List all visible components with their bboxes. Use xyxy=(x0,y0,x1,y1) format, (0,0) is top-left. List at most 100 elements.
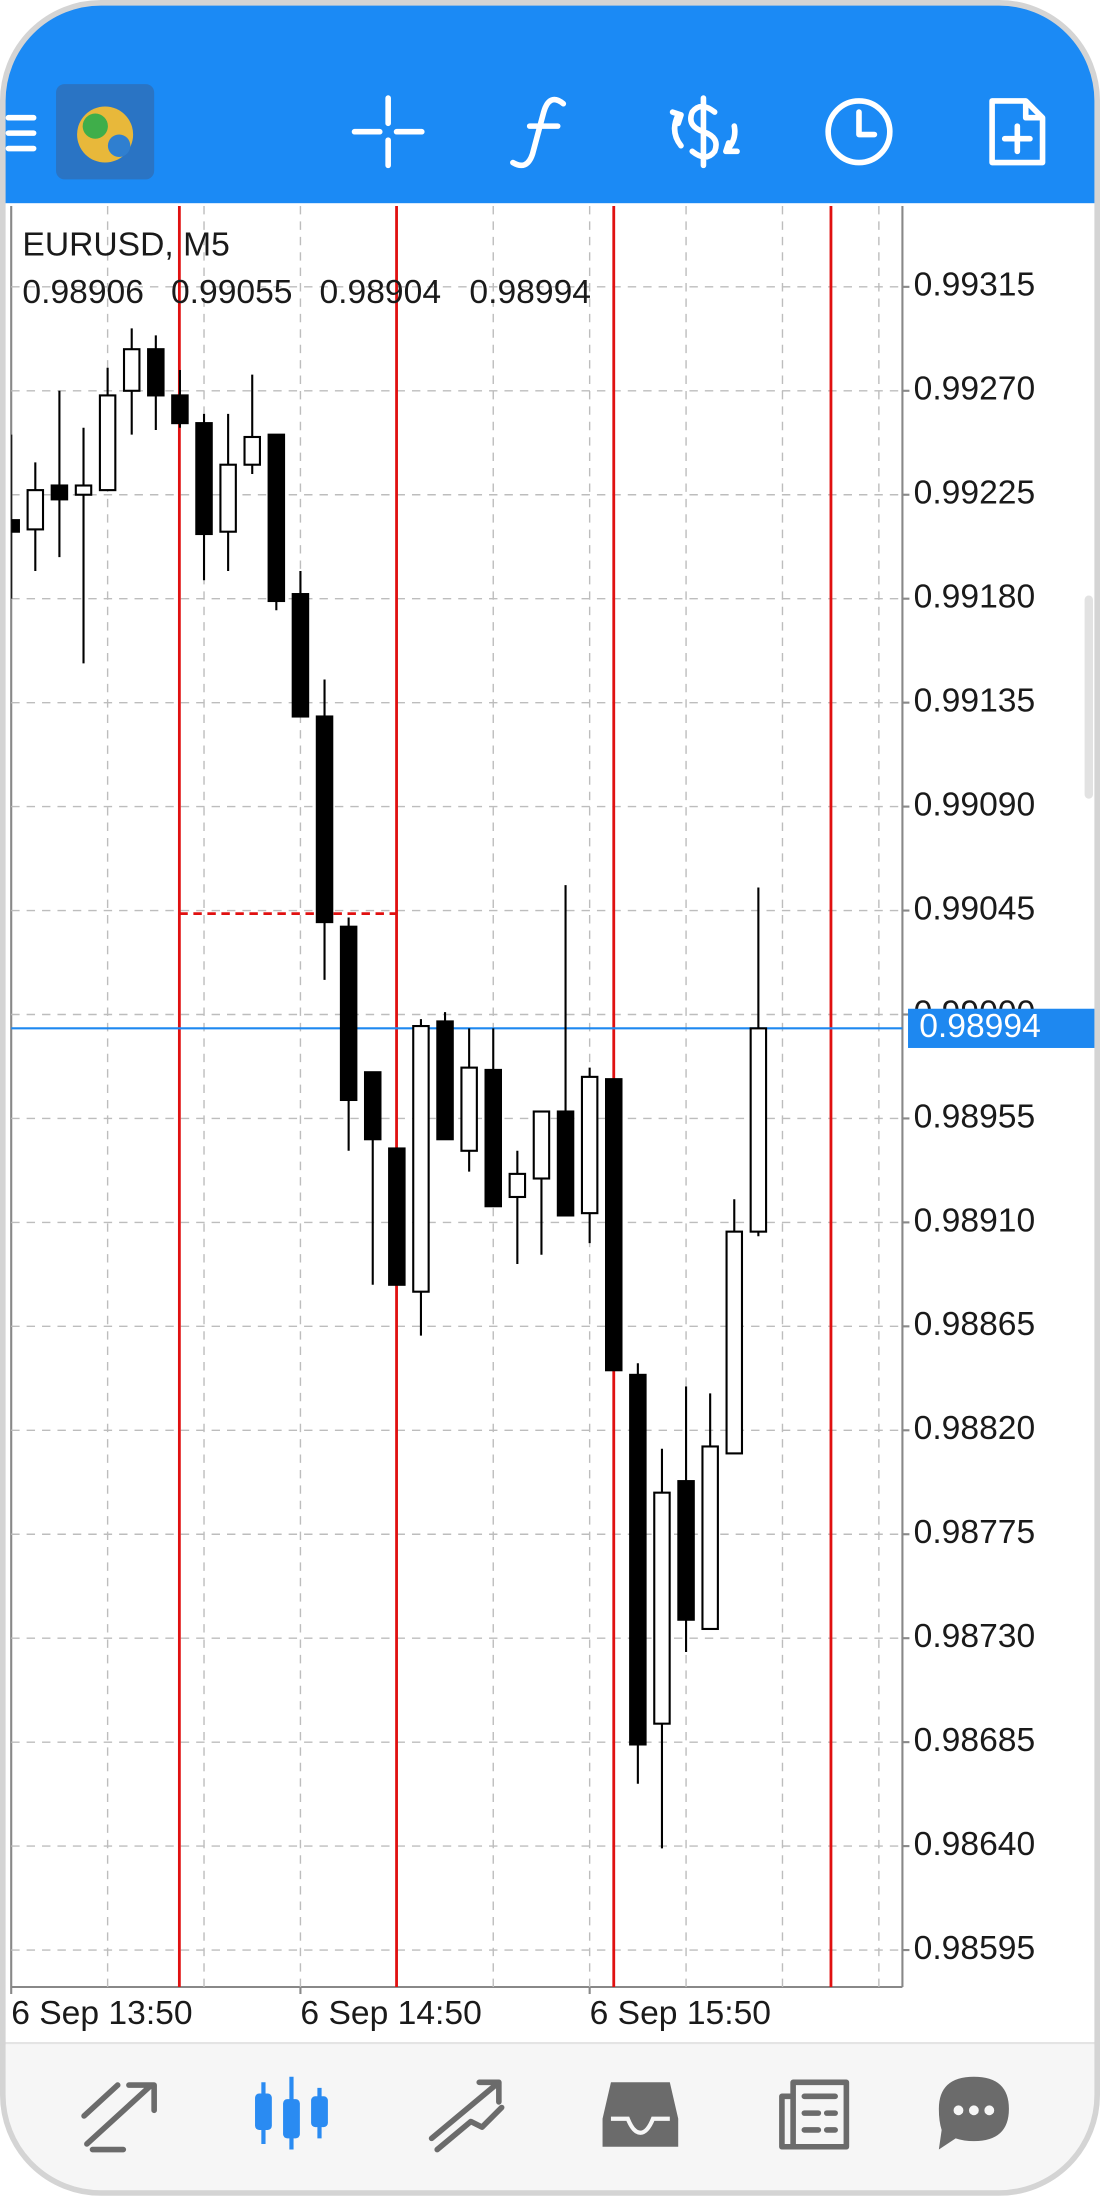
x-tick-label: 6 Sep 15:50 xyxy=(590,1995,771,2032)
history-tab[interactable] xyxy=(602,2082,679,2147)
drawn-objects xyxy=(177,205,833,1988)
candle-body xyxy=(291,593,310,718)
candle-body xyxy=(267,433,286,603)
candle-body xyxy=(653,1491,671,1725)
candle-body xyxy=(74,484,93,496)
history-tab-icon xyxy=(602,2082,679,2147)
chart-tab[interactable] xyxy=(255,2076,328,2150)
quotes-icon xyxy=(81,2082,157,2153)
app-icon[interactable] xyxy=(56,84,155,180)
candle-body xyxy=(98,394,117,492)
trade-icon xyxy=(669,95,740,169)
y-tick-label: 0.98730 xyxy=(914,1618,1036,1655)
candle-body xyxy=(171,394,189,425)
y-tick-label: 0.99135 xyxy=(914,683,1036,720)
ohlc-close: 0.98994 xyxy=(469,274,591,311)
ohlc-high: 0.99055 xyxy=(171,274,293,311)
candle-body xyxy=(749,1027,768,1233)
candle-body xyxy=(701,1445,719,1631)
trade-button[interactable] xyxy=(669,95,740,169)
candle-body xyxy=(26,489,45,531)
bottom-nav xyxy=(2,2043,1098,2193)
y-tick-label: 0.98820 xyxy=(914,1410,1036,1447)
news-tab-icon xyxy=(779,2079,850,2150)
scrollbar[interactable] xyxy=(1084,595,1093,799)
chat-dot xyxy=(984,2105,995,2116)
app-icon-land xyxy=(82,113,108,139)
candle-body xyxy=(532,1110,551,1180)
candle-body xyxy=(50,484,69,501)
y-tick-label: 0.99180 xyxy=(914,579,1036,616)
quotes-tab[interactable] xyxy=(81,2082,157,2153)
y-tick-label: 0.99090 xyxy=(914,786,1036,823)
y-tick-label: 0.98685 xyxy=(914,1722,1036,1759)
new-order-button[interactable] xyxy=(989,98,1046,166)
chart-tab-body xyxy=(311,2096,328,2128)
chart-tab-body xyxy=(283,2099,300,2139)
clock-hands xyxy=(856,109,878,138)
candle-body xyxy=(629,1373,647,1746)
current-price-box xyxy=(908,1008,1098,1048)
y-tick-label: 0.99225 xyxy=(914,475,1036,512)
timeframe-button[interactable] xyxy=(825,98,893,166)
candle-body xyxy=(412,1024,430,1293)
chart-tab-body xyxy=(255,2093,272,2130)
candle-body xyxy=(725,1230,744,1455)
trade-tab[interactable] xyxy=(428,2079,505,2153)
candle-body xyxy=(195,422,213,536)
news-tab[interactable] xyxy=(779,2079,850,2150)
clock-face xyxy=(825,98,893,166)
candle-body xyxy=(388,1147,406,1286)
indicators-button[interactable] xyxy=(510,96,567,169)
candle-body xyxy=(219,463,237,533)
candle-body xyxy=(556,1110,575,1217)
y-tick-label: 0.98955 xyxy=(914,1098,1036,1135)
y-tick-label: 0.98595 xyxy=(914,1930,1036,1967)
chat-tab[interactable] xyxy=(938,2076,1009,2150)
current-price-label: 0.98994 xyxy=(919,1008,1041,1045)
menu-button[interactable] xyxy=(5,114,37,152)
candle-body xyxy=(11,519,20,533)
ohlc-open: 0.98906 xyxy=(22,274,144,311)
candle-body xyxy=(677,1480,695,1621)
y-tick-label: 0.99315 xyxy=(914,267,1036,304)
candle-body xyxy=(122,348,141,392)
x-tick-label: 6 Sep 14:50 xyxy=(300,1995,481,2032)
y-tick-label: 0.98775 xyxy=(914,1514,1036,1551)
y-tick-label: 0.99270 xyxy=(914,371,1036,408)
chat-dot xyxy=(953,2105,964,2116)
candle-body xyxy=(508,1172,527,1199)
y-tick-label: 0.98640 xyxy=(914,1826,1036,1863)
history-tab-tray xyxy=(610,2116,670,2135)
candle-body xyxy=(460,1066,478,1152)
axis-labels: 0.98595 0.98640 0.98685 0.98730 0.98775 0.988… xyxy=(10,267,1036,2032)
candles xyxy=(11,328,768,1849)
ohlc-low: 0.98904 xyxy=(319,274,441,311)
menu-icon xyxy=(5,114,37,152)
candle-body xyxy=(315,715,334,924)
y-tick-label: 0.99045 xyxy=(914,890,1036,927)
y-tick-label: 0.98865 xyxy=(914,1306,1036,1343)
crosshair-icon xyxy=(351,95,425,169)
current-price-layer: 0.98994 xyxy=(908,1008,1098,1048)
trade-tab-icon xyxy=(428,2079,505,2153)
chart-title: EURUSD, M5 xyxy=(22,227,229,264)
candle-body xyxy=(363,1071,382,1141)
candle-body xyxy=(580,1075,599,1215)
crosshair-button[interactable] xyxy=(351,95,425,169)
candle-body xyxy=(147,348,165,397)
y-tick-label: 0.98910 xyxy=(914,1202,1036,1239)
x-tick-label: 6 Sep 13:50 xyxy=(11,1995,192,2032)
chat-dot xyxy=(968,2105,979,2116)
candle-body xyxy=(436,1020,454,1141)
candle-body xyxy=(339,925,358,1102)
document-icon xyxy=(989,98,1046,166)
app-icon-sea xyxy=(107,134,131,157)
candle-body xyxy=(605,1078,623,1372)
indicator-icon xyxy=(510,96,567,169)
